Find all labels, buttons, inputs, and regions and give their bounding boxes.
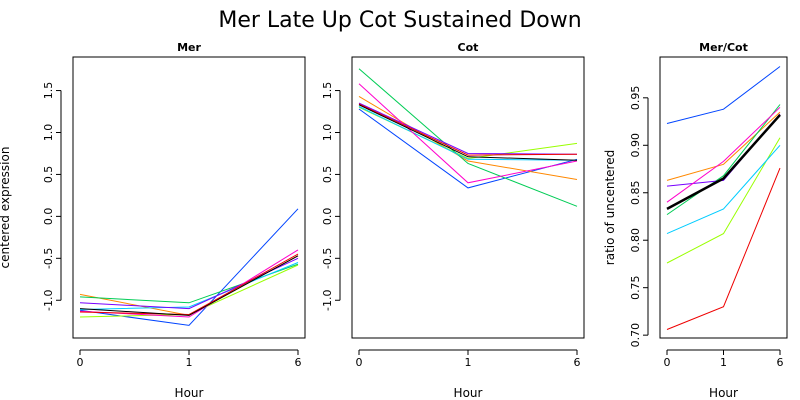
x-tick-label: 1 — [720, 356, 727, 369]
y-tick-label: 0.75 — [629, 275, 642, 300]
panel-title: Cot — [458, 41, 479, 54]
y-tick-label: 1.0 — [321, 124, 334, 142]
series-line-7 — [666, 106, 781, 203]
y-tick-label: 0.0 — [42, 208, 55, 226]
x-axis-label: Hour — [454, 386, 483, 400]
panel-cot: Cot 0 1 6 Hour -1.0 -0.5 0.0 0.5 1.0 1.5 — [321, 41, 585, 400]
series-line-6 — [358, 102, 578, 155]
series-line-1 — [666, 66, 781, 124]
y-tick-label: -1.0 — [321, 290, 334, 311]
x-tick-label: 1 — [465, 356, 472, 369]
y-tick-label: 1.0 — [42, 124, 55, 142]
y-axis-label: centered expression — [0, 147, 12, 269]
y-tick-label: 0.80 — [629, 228, 642, 253]
plot-frame — [659, 56, 788, 339]
y-tick-label: -1.0 — [42, 290, 55, 311]
series-line-4 — [358, 68, 578, 207]
y-tick-label: -0.5 — [321, 248, 334, 269]
x-tick-label: 0 — [664, 356, 671, 369]
y-axis-label: ratio of uncentered — [603, 150, 617, 265]
series-line-9 — [666, 114, 781, 211]
series-line-1 — [358, 108, 578, 189]
series-line-5 — [79, 262, 299, 310]
plot-frame — [72, 56, 306, 339]
panel-title: Mer — [177, 41, 201, 54]
x-tick-label: 0 — [356, 356, 363, 369]
series-line-5 — [358, 106, 578, 161]
plot-frame — [351, 56, 585, 339]
x-tick-label: 0 — [77, 356, 84, 369]
y-tick-label: 1.5 — [321, 82, 334, 100]
series-line-1 — [79, 208, 299, 326]
y-tick-label: 0.95 — [629, 86, 642, 111]
series-line-8 — [79, 253, 299, 316]
series-line-5 — [666, 144, 781, 235]
y-tick-label: 0.5 — [321, 166, 334, 184]
y-tick-label: 0.5 — [42, 166, 55, 184]
panels: Mer 0 1 6 Hour -1.0 -0.5 0.0 0.5 1.0 1.5 centered e… — [0, 41, 788, 400]
panel-mer: Mer 0 1 6 Hour -1.0 -0.5 0.0 0.5 1.0 1.5 centered e… — [0, 41, 306, 400]
series-line-3 — [666, 137, 781, 264]
series-line-8 — [666, 167, 781, 330]
x-axis-label: Hour — [709, 386, 738, 400]
series-line-8 — [358, 103, 578, 156]
x-tick-label: 1 — [186, 356, 193, 369]
y-tick-label: 1.5 — [42, 82, 55, 100]
series-line-4 — [666, 104, 781, 216]
x-tick-label: 6 — [295, 356, 302, 369]
y-tick-label: 0.85 — [629, 181, 642, 206]
series-line-2 — [358, 95, 578, 180]
y-tick-label: 0.70 — [629, 323, 642, 348]
series-line-7 — [358, 83, 578, 184]
panel-title: Mer/Cot — [699, 41, 748, 54]
x-tick-label: 6 — [574, 356, 581, 369]
series-line-2 — [666, 111, 781, 181]
x-axis-label: Hour — [175, 386, 204, 400]
series-line-9 — [358, 104, 578, 161]
x-tick-label: 6 — [777, 356, 784, 369]
panel-mer-cot: Mer/Cot 0 1 6 Hour 0.70 0.75 0.80 0.85 0.90 0.95 ra… — [603, 41, 788, 400]
series-line-9 — [79, 255, 299, 316]
y-tick-label: -0.5 — [42, 248, 55, 269]
y-tick-label: 0.90 — [629, 133, 642, 158]
series-line-6 — [79, 257, 299, 310]
main-title: Mer Late Up Cot Sustained Down — [218, 8, 581, 33]
y-tick-label: 0.0 — [321, 208, 334, 226]
